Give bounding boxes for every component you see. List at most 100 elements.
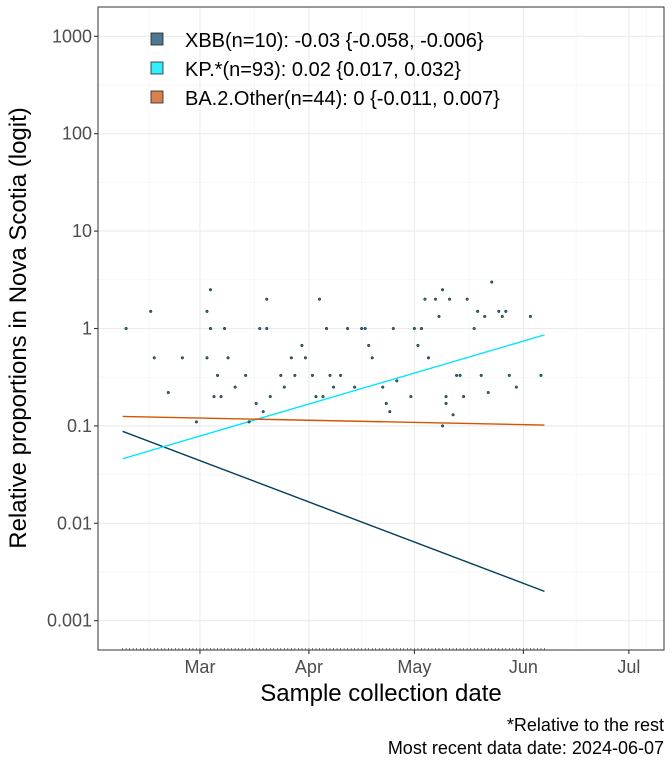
data-point [212,395,216,399]
data-point [451,413,455,417]
data-point [205,309,209,313]
data-point [423,297,427,301]
data-point [448,297,452,301]
x-tick-label: Mar [184,657,215,677]
data-point [219,395,223,399]
y-tick-label: 100 [62,124,92,144]
data-point [465,297,469,301]
data-point [409,395,413,399]
data-point [314,395,318,399]
data-point [444,401,448,405]
data-point [353,385,357,389]
data-point [416,343,420,347]
data-point [367,343,371,347]
fit-line [122,430,545,593]
data-point [381,385,385,389]
y-axis-title: Relative proportions in Nova Scotia (log… [5,107,32,549]
data-point [282,385,286,389]
legend: XBB(n=10): -0.03 {-0.058, -0.006} KP.*(n=… [150,30,500,110]
fit-lines [122,334,545,593]
data-point [490,280,494,284]
legend-key [150,90,164,104]
data-point [279,373,283,377]
data-point [268,395,272,399]
data-point [539,373,543,377]
data-point [483,314,487,318]
y-tick-label: 0.01 [57,513,92,533]
data-point [346,326,350,331]
y-tick-label: 0.001 [47,611,92,631]
data-point [384,401,388,405]
data-point [419,326,423,331]
legend-key [150,61,164,75]
data-point [444,395,448,399]
data-point [244,373,248,377]
data-point [479,373,483,377]
data-point [152,356,156,360]
legend-label: KP.*(n=93): 0.02 {0.017, 0.032} [185,59,461,81]
data-point [149,309,153,313]
data-point [194,420,198,424]
data-point [472,326,476,331]
data-point [514,385,518,389]
fit-line [122,334,545,460]
data-point [391,326,395,331]
x-tick-label: Jul [617,657,640,677]
data-point [507,373,511,377]
x-tick-label: May [397,657,431,677]
data-points [124,280,543,428]
data-point [166,390,170,395]
data-point [310,373,314,377]
data-point [500,314,504,318]
data-point [497,309,501,313]
data-point [412,326,416,331]
data-point [317,297,322,301]
y-tick-label: 1 [82,319,92,339]
fit-line [122,415,545,426]
data-point [360,326,364,331]
data-point [486,390,490,395]
data-point [303,356,307,360]
y-tick-label: 1000 [52,26,92,46]
data-point [233,385,237,389]
data-point [208,288,213,292]
data-point [370,356,374,360]
caption-recent-date: Most recent data date: 2024-06-07 [388,738,664,758]
data-point [124,326,128,331]
data-point [205,356,209,360]
data-point [300,343,304,347]
data-point [223,326,227,331]
data-point [328,373,332,377]
data-point [476,309,480,313]
legend-label: XBB(n=10): -0.03 {-0.058, -0.006} [185,30,484,52]
data-point [321,395,325,399]
data-point [395,379,399,383]
y-axis: 0.001 0.01 0.1 1 10 100 1000 [47,26,98,631]
data-point [455,373,459,377]
data-point [363,326,367,331]
data-point [437,314,441,318]
data-point [528,314,532,318]
y-tick-label: 10 [72,221,92,241]
x-tick-label: Apr [295,657,323,677]
data-point [440,424,445,428]
data-point [426,356,431,360]
data-point [261,410,265,414]
data-point [324,326,329,331]
data-point [258,326,262,331]
x-tick-label: Jun [509,657,538,677]
data-point [289,356,293,360]
data-point [433,297,438,301]
x-axis-title: Sample collection date [260,680,501,707]
data-point [247,420,251,424]
data-point [180,356,184,360]
data-point [458,373,462,377]
data-point [215,373,220,377]
legend-label: BA.2.Other(n=44): 0 {-0.011, 0.007} [185,88,500,110]
x-axis: Mar Apr May Jun Jul [184,650,640,677]
data-point [254,401,258,405]
data-point [208,326,213,331]
data-point [388,410,392,414]
data-point [265,297,269,301]
